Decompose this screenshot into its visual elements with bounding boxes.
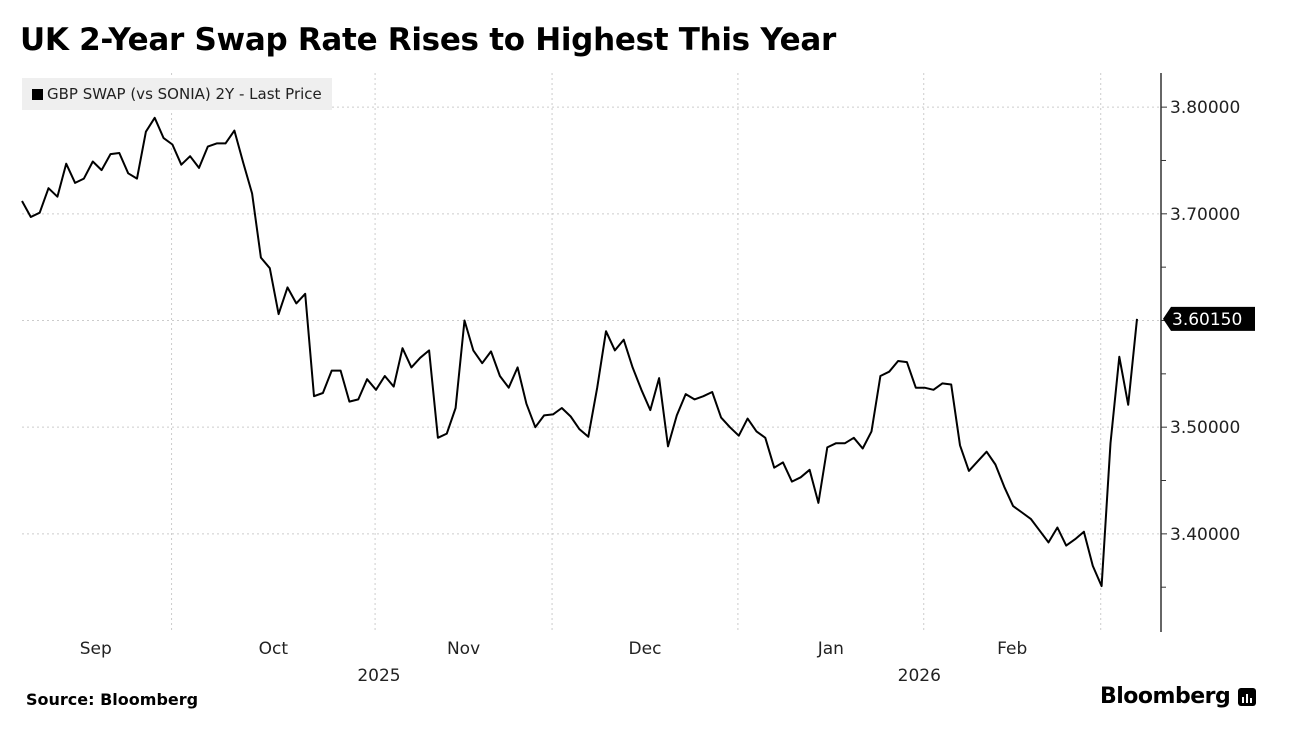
legend-swatch: [32, 88, 43, 100]
legend-label: GBP SWAP (vs SONIA) 2Y - Last Price: [47, 85, 322, 103]
x-month-label: Nov: [447, 639, 480, 659]
bloomberg-chart-icon: [1238, 687, 1257, 706]
x-month-label: Dec: [629, 639, 662, 659]
y-tick-label: 3.70000: [1170, 205, 1240, 225]
y-tick-label: 3.40000: [1170, 525, 1240, 545]
y-tick-label: 3.80000: [1170, 98, 1240, 118]
last-price-label: 3.60150: [1172, 310, 1242, 330]
series-line: [21, 116, 1138, 588]
source-note: Source: Bloomberg: [26, 690, 199, 709]
y-tick-label: 3.50000: [1170, 418, 1240, 438]
x-month-label: Sep: [80, 639, 112, 659]
x-year-label: 2025: [357, 666, 400, 686]
x-month-label: Oct: [259, 639, 289, 659]
last-price-tag: [1163, 306, 1255, 331]
bloomberg-logo: Bloomberg: [1100, 684, 1257, 709]
x-month-label: Jan: [817, 639, 844, 659]
chart-title: UK 2-Year Swap Rate Rises to Highest Thi…: [20, 22, 836, 58]
x-year-label: 2026: [898, 666, 941, 686]
x-month-label: Feb: [997, 639, 1027, 659]
legend: GBP SWAP (vs SONIA) 2Y - Last Price: [22, 78, 332, 110]
logo-text: Bloomberg: [1100, 684, 1231, 709]
